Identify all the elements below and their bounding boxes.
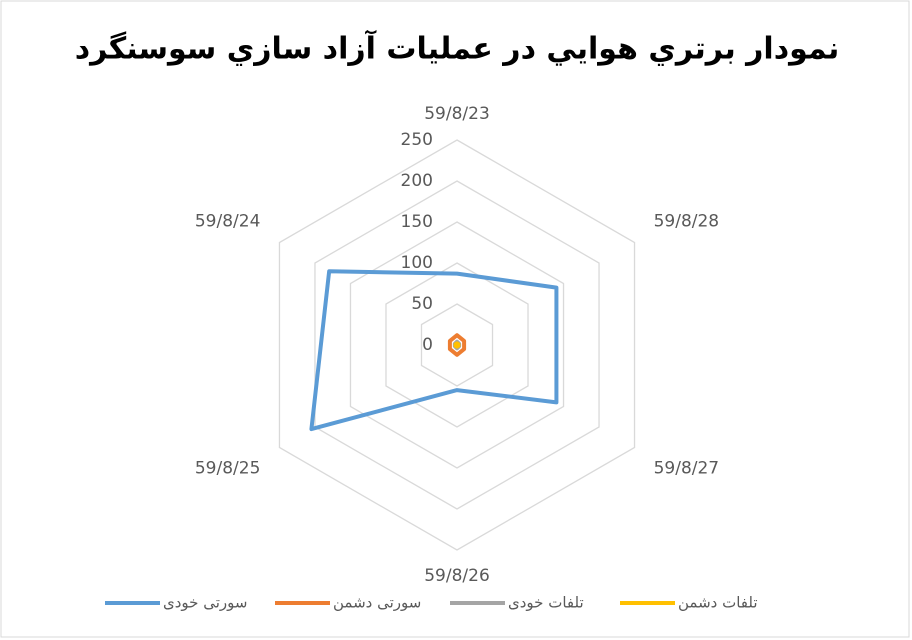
y-tick-label: 200 bbox=[401, 171, 433, 191]
y-tick-label: 150 bbox=[401, 212, 433, 232]
grid-ring bbox=[349, 221, 565, 469]
series-line bbox=[447, 333, 467, 357]
series-line bbox=[309, 269, 559, 432]
category-label: 59/8/23 bbox=[424, 104, 490, 124]
y-tick-label: 0 bbox=[422, 335, 433, 355]
grid-ring bbox=[314, 180, 600, 510]
category-label: 59/8/26 bbox=[424, 566, 490, 586]
y-tick-label: 100 bbox=[401, 253, 433, 273]
category-label: 59/8/28 bbox=[654, 212, 720, 232]
category-label: 59/8/27 bbox=[654, 459, 720, 479]
chart-title: نمودار برتري هوايي در عمليات آزاد سازي س… bbox=[75, 30, 840, 67]
grid-ring bbox=[420, 303, 494, 387]
legend-label: تلفات خودی bbox=[508, 594, 584, 612]
legend-label: سورتی خودی bbox=[163, 594, 247, 612]
grid-ring bbox=[278, 139, 636, 551]
legend-label: سورتی دشمن bbox=[333, 594, 421, 612]
category-label: 59/8/25 bbox=[195, 459, 261, 479]
series-line bbox=[453, 341, 461, 349]
y-tick-label: 50 bbox=[411, 294, 433, 314]
y-tick-label: 250 bbox=[401, 130, 433, 150]
grid-ring bbox=[385, 262, 529, 428]
legend-label: تلفات دشمن bbox=[678, 594, 758, 612]
category-label: 59/8/24 bbox=[195, 212, 261, 232]
